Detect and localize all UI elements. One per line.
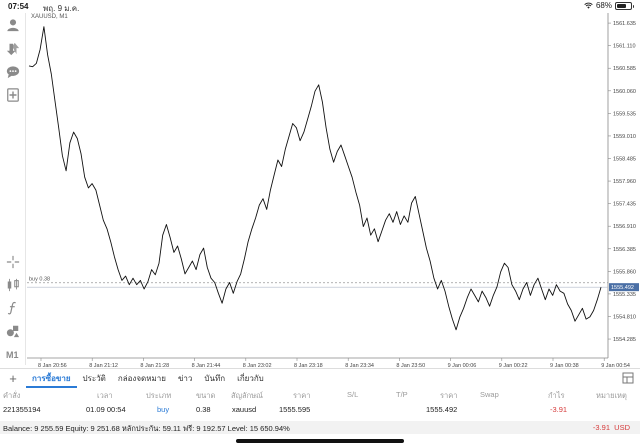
order-profit: -3.91 xyxy=(550,405,568,414)
balance-bar: Balance: 9 255.59 Equity: 9 251.68 หลักป… xyxy=(0,421,640,434)
y-tick-label: 1560.585 xyxy=(613,66,636,72)
col-symbol: สัญลักษณ์ xyxy=(231,391,264,400)
status-right: 68% xyxy=(584,1,634,10)
x-tick-label: 9 Jan 00:22 xyxy=(499,363,528,367)
y-tick-label: 1559.535 xyxy=(613,111,636,117)
bottom-tab-bar: + การซื้อขาย ประวัติ กล่องจดหมาย ข่าว บั… xyxy=(0,368,640,388)
x-tick-label: 8 Jan 20:56 xyxy=(38,363,67,367)
y-tick-label: 1561.635 xyxy=(613,21,636,27)
expand-panel-icon[interactable] xyxy=(622,372,634,384)
x-tick-label: 9 Jan 00:54 xyxy=(601,363,630,367)
x-tick-label: 8 Jan 23:02 xyxy=(243,363,272,367)
y-tick-label: 1555.860 xyxy=(613,269,636,275)
order-price: 1555.492 xyxy=(426,405,458,414)
tab-journal[interactable]: บันทึก xyxy=(204,373,226,383)
chart-svg: 1561.635 1561.110 1560.585 1560.060 1559.535… xyxy=(27,13,639,367)
tab-news[interactable]: ข่าว xyxy=(177,373,193,383)
trade-icon[interactable] xyxy=(4,40,22,58)
balance-summary: Balance: 9 255.59 Equity: 9 251.68 หลักป… xyxy=(3,424,290,433)
col-open-price: ราคา xyxy=(293,391,311,400)
position-label: buy 0.38 xyxy=(29,277,50,283)
y-tick-label: 1554.285 xyxy=(613,337,636,343)
battery-icon xyxy=(615,1,634,10)
current-price-label: 1555.492 xyxy=(611,285,634,291)
current-price-tag xyxy=(609,283,639,292)
y-tick-label: 1554.810 xyxy=(613,314,636,320)
floating-profit: -3.91 xyxy=(592,423,610,432)
person-icon[interactable] xyxy=(4,16,22,34)
add-indicator-icon[interactable] xyxy=(4,86,22,104)
y-tick-label: 1561.110 xyxy=(613,44,636,50)
x-tick-label: 8 Jan 23:18 xyxy=(294,363,323,367)
y-tick-label: 1557.435 xyxy=(613,202,636,208)
col-time: เวลา xyxy=(97,391,113,400)
timeframe-button[interactable]: M1 xyxy=(6,350,19,360)
y-tick-label: 1560.060 xyxy=(613,89,636,95)
y-tick-label: 1555.335 xyxy=(613,292,636,298)
objects-icon[interactable] xyxy=(4,276,22,294)
battery-fill xyxy=(617,3,626,8)
order-id: 221355194 xyxy=(3,405,41,414)
clock: 07:54 xyxy=(8,2,29,11)
col-type: ประเภท xyxy=(146,391,172,400)
table-header: คำสั่ง เวลา ประเภท ขนาด สัญลักษณ์ ราคา S… xyxy=(0,388,640,402)
tab-mailbox[interactable]: กล่องจดหมาย xyxy=(117,373,166,383)
function-icon[interactable] xyxy=(4,299,22,317)
left-toolbar: M1 xyxy=(0,13,26,365)
order-open-price: 1555.595 xyxy=(279,405,311,414)
battery-percent: 68% xyxy=(595,1,612,10)
order-size: 0.38 xyxy=(196,405,211,414)
x-tick-label: 8 Jan 23:50 xyxy=(396,363,425,367)
chat-icon[interactable] xyxy=(4,63,22,81)
x-tick-label: 8 Jan 21:44 xyxy=(192,363,221,367)
crosshair-icon[interactable] xyxy=(4,253,22,271)
col-swap: Swap xyxy=(480,390,499,399)
tab-trade[interactable]: การซื้อขาย xyxy=(26,370,77,388)
shapes-icon[interactable] xyxy=(4,322,22,340)
date: พฤ. 9 ม.ค. xyxy=(43,4,80,13)
tab-about[interactable]: เกี่ยวกับ xyxy=(237,373,264,383)
add-tab-icon[interactable]: + xyxy=(9,370,17,386)
y-tick-label: 1556.385 xyxy=(613,247,636,253)
wifi-icon xyxy=(584,2,593,9)
tab-history[interactable]: ประวัติ xyxy=(82,373,106,383)
col-price: ราคา xyxy=(440,391,458,400)
x-tick-label: 9 Jan 00:06 xyxy=(448,363,477,367)
col-tp: T/P xyxy=(396,390,408,399)
order-time: 01.09 00:54 xyxy=(86,405,126,414)
y-tick-label: 1557.960 xyxy=(613,179,636,185)
account-currency: USD xyxy=(614,423,630,432)
order-type: buy xyxy=(157,405,170,414)
home-indicator xyxy=(236,439,404,443)
x-tick-label: 8 Jan 21:12 xyxy=(89,363,118,367)
col-order: คำสั่ง xyxy=(3,391,21,400)
x-tick-label: 8 Jan 23:34 xyxy=(345,363,374,367)
order-symbol: xauusd xyxy=(232,405,257,414)
col-size: ขนาด xyxy=(196,391,216,400)
status-bar: 07:54 พฤ. 9 ม.ค. 68% xyxy=(0,0,640,13)
y-tick-label: 1559.010 xyxy=(613,134,636,140)
price-series-line xyxy=(28,26,602,331)
y-tick-label: 1558.485 xyxy=(613,157,636,163)
col-note: หมายเหตุ xyxy=(596,391,627,400)
price-chart[interactable]: XAUUSD, M1 1561.635 1561.110 1560.585 1560.… xyxy=(27,13,640,367)
x-tick-label: 8 Jan 21:28 xyxy=(140,363,169,367)
chart-symbol-label: XAUUSD, M1 xyxy=(31,14,68,20)
col-profit: กำไร xyxy=(548,391,565,400)
y-tick-label: 1556.910 xyxy=(613,224,636,230)
col-sl: S/L xyxy=(347,390,359,399)
x-tick-label: 9 Jan 00:38 xyxy=(550,363,579,367)
table-row[interactable]: 221355194 01.09 00:54 buy 0.38 xauusd 15… xyxy=(0,403,640,417)
